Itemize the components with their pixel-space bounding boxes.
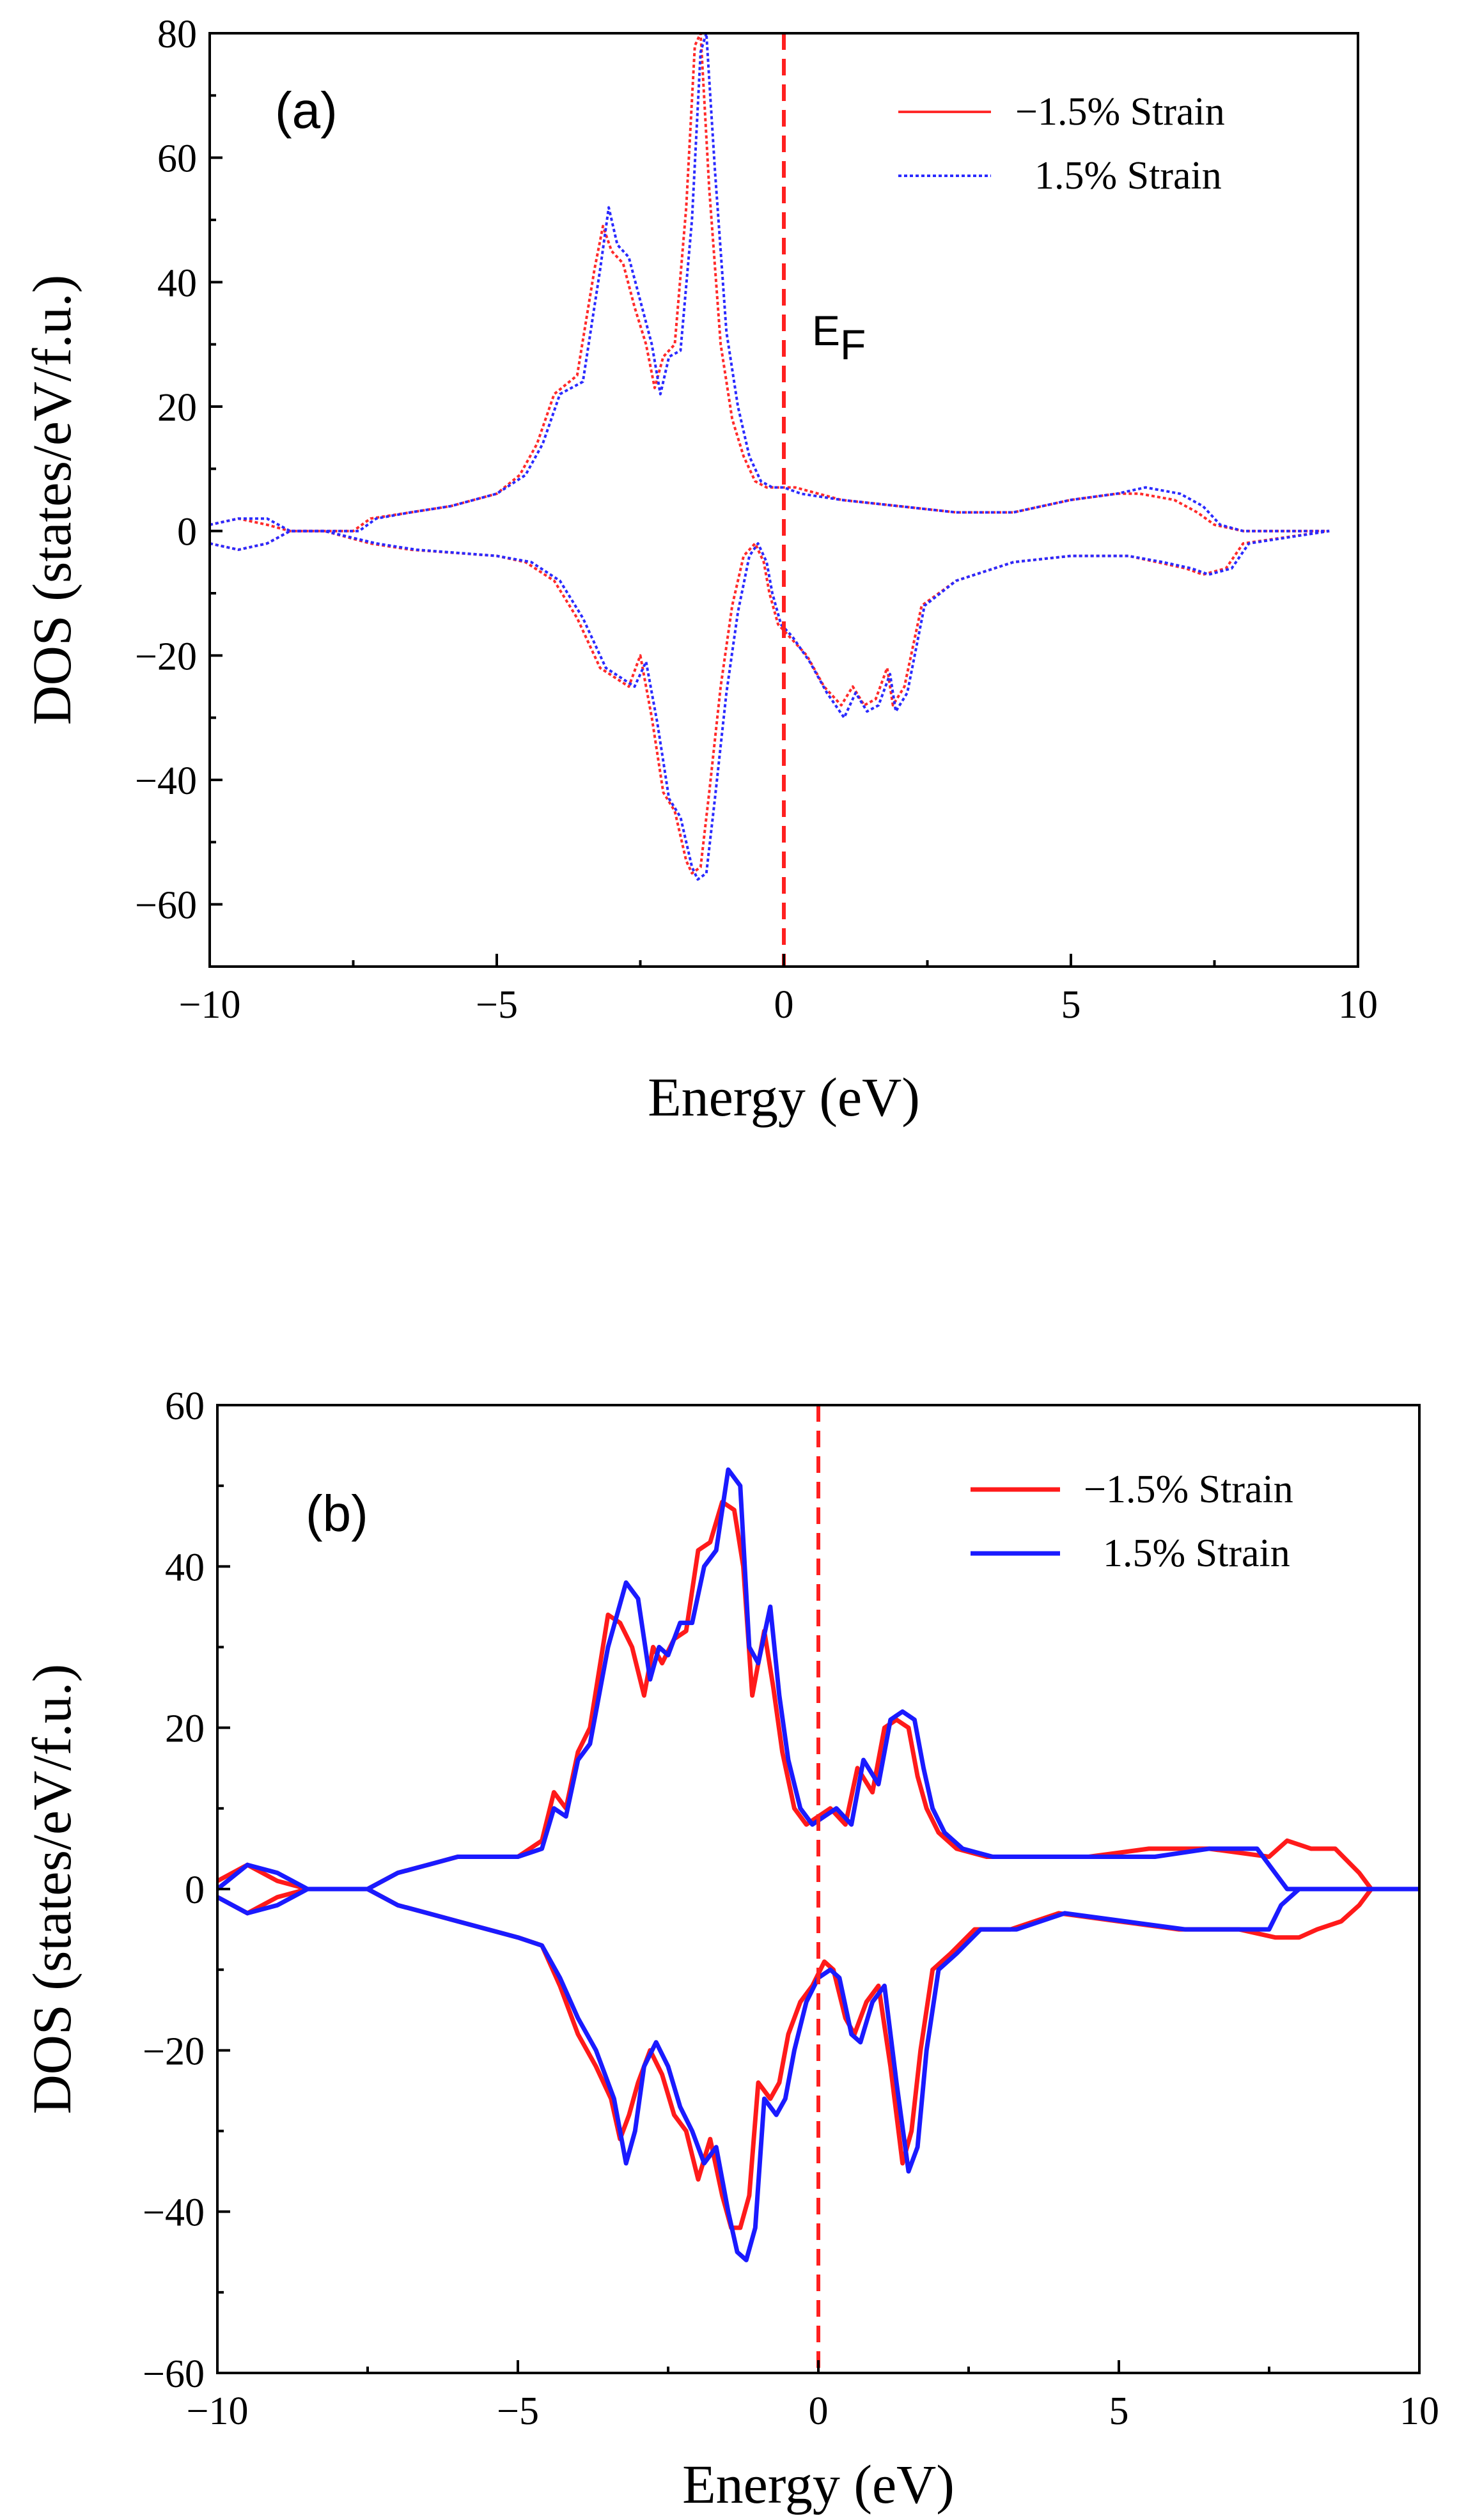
y-axis-title: DOS (states/eV/f.u.) xyxy=(21,1664,82,2115)
legend-label-neg-strain: −1.5% Strain xyxy=(1084,1468,1293,1511)
y-tick-label: −40 xyxy=(143,2191,205,2235)
series-pos-strain-spin-down xyxy=(209,529,1330,881)
panel-label: (b) xyxy=(306,1485,368,1542)
x-axis-title: Energy (eV) xyxy=(648,1066,920,1128)
fermi-annotation-main: E xyxy=(812,307,840,354)
fermi-level-annotation: EF xyxy=(812,307,866,368)
y-tick-label: 80 xyxy=(157,13,197,56)
y-axis-title: DOS (states/eV/f.u.) xyxy=(21,275,82,726)
x-tick-label: 0 xyxy=(774,983,794,1027)
x-tick-label: 10 xyxy=(1338,983,1378,1027)
y-tick-label: 60 xyxy=(165,1385,205,1428)
x-tick-label: 5 xyxy=(1109,2390,1129,2433)
x-tick-label: 0 xyxy=(809,2390,829,2433)
series-pos-strain-spin-down xyxy=(216,1886,1419,2262)
legend-label-pos-strain: 1.5% Strain xyxy=(1103,1532,1290,1575)
x-tick-label: 10 xyxy=(1400,2390,1439,2433)
x-tick-label: −10 xyxy=(187,2390,249,2433)
y-tick-label: 0 xyxy=(185,1869,205,1912)
panel-b: −10 −5 0 5 10 −60 −40 −20 0 20 40 60 Energy (eV) DOS … xyxy=(21,1385,1439,2515)
legend-label-neg-strain: −1.5% Strain xyxy=(1015,90,1225,134)
y-tick-label: 60 xyxy=(157,137,197,181)
panel-a: −10 −5 0 5 10 −60 −40 −20 0 20 40 60 80 Energy (eV) DO… xyxy=(21,13,1378,1128)
x-tick-label: −5 xyxy=(476,983,518,1027)
y-tick-label: 20 xyxy=(165,1707,205,1751)
y-tick-label: −60 xyxy=(135,884,197,928)
y-tick-label: 20 xyxy=(157,386,197,430)
series-pos-strain-spin-up xyxy=(215,1467,1419,1892)
panel-label: (a) xyxy=(275,82,338,139)
y-tick-label: 0 xyxy=(177,511,197,554)
x-tick-label: 5 xyxy=(1061,983,1081,1027)
y-tick-label: −20 xyxy=(135,635,197,678)
y-tick-label: 40 xyxy=(157,261,197,305)
y-tick-label: 40 xyxy=(165,1546,205,1589)
x-axis-title: Energy (eV) xyxy=(682,2454,955,2515)
series-pos-strain-spin-up xyxy=(209,32,1330,533)
y-tick-label: −40 xyxy=(135,759,197,803)
fermi-annotation-subscript: F xyxy=(840,321,866,368)
x-tick-label: −10 xyxy=(179,983,241,1027)
y-tick-label: −60 xyxy=(143,2353,205,2396)
legend-label-pos-strain: 1.5% Strain xyxy=(1034,154,1222,198)
x-tick-label: −5 xyxy=(497,2390,539,2433)
y-tick-label: −20 xyxy=(143,2030,205,2073)
